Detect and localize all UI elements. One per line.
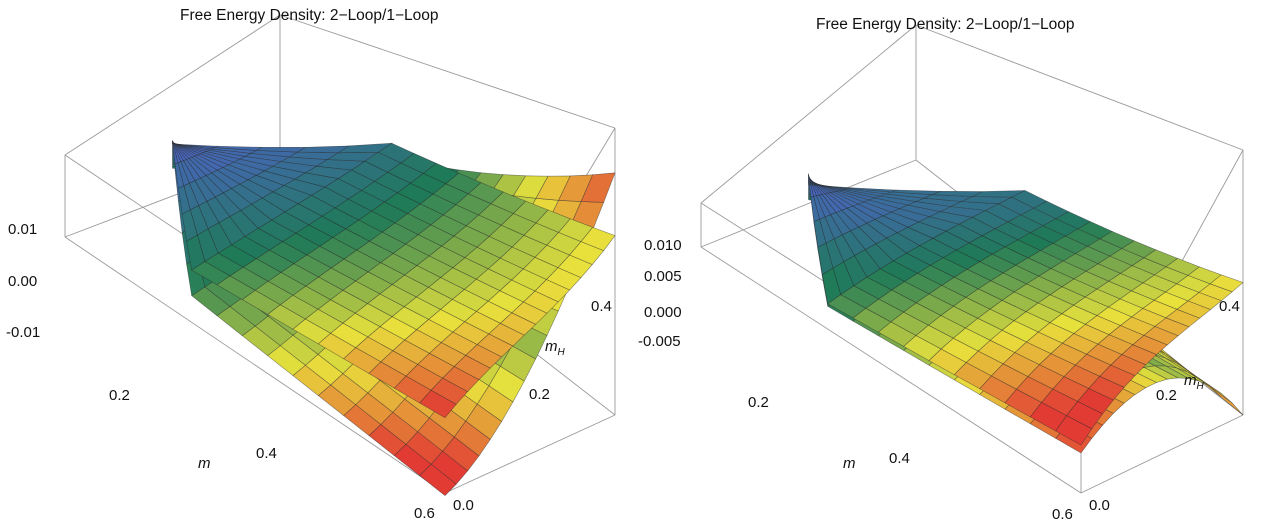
box-edge: [279, 14, 616, 129]
box-edge: [700, 246, 1082, 494]
y-axis-label-left: mH: [545, 338, 565, 358]
surface-patch: [580, 226, 616, 251]
surface-patch: [580, 172, 616, 203]
surface-plot-left: [64, 14, 616, 497]
x-axis-label-left: m: [198, 455, 211, 472]
chart-title-left: Free Energy Density: 2−Loop/1−Loop: [180, 7, 439, 24]
box-edge: [700, 24, 917, 204]
y-tick-right-1: 0.2: [1156, 387, 1177, 404]
x-tick-left-0: 0.2: [109, 387, 130, 404]
x-axis-label-right: m: [843, 455, 856, 472]
chart-right: Free Energy Density: 2−Loop/1−Loop 0.010…: [636, 0, 1272, 525]
surface-upper: [172, 140, 616, 419]
z-tick-right-1: 0.005: [644, 268, 682, 285]
chart-title-right: Free Energy Density: 2−Loop/1−Loop: [816, 16, 1075, 33]
surface-plot-right: [700, 24, 1244, 494]
x-tick-right-2: 0.6: [1052, 506, 1073, 523]
box-edge: [444, 414, 616, 494]
y-tick-left-0: 0.0: [453, 497, 474, 514]
z-tick-left-2: -0.01: [6, 324, 41, 341]
x-tick-right-1: 0.4: [889, 450, 910, 467]
z-tick-left-0: 0.01: [8, 221, 38, 238]
box-edge: [64, 236, 446, 494]
y-tick-right-2: 0.4: [1219, 298, 1240, 315]
y-tick-left-2: 0.4: [591, 298, 612, 315]
box-edge: [64, 14, 281, 156]
z-tick-right-2: 0.000: [644, 304, 682, 321]
surface-upper: [808, 173, 1244, 446]
y-axis-label-right: mH: [1184, 372, 1204, 392]
box-edge: [1080, 414, 1244, 494]
chart-left: Free Energy Density: 2−Loop/1−Loop 0.01 …: [6, 7, 616, 522]
box-edge: [700, 159, 917, 248]
x-tick-left-2: 0.6: [414, 505, 435, 522]
x-tick-right-0: 0.2: [748, 394, 769, 411]
x-tick-left-1: 0.4: [256, 445, 277, 462]
y-tick-left-1: 0.2: [529, 386, 550, 403]
surface-patch: [1209, 274, 1244, 293]
box-edge: [915, 24, 1244, 151]
z-tick-right-0: 0.010: [644, 237, 682, 254]
z-tick-left-1: 0.00: [8, 273, 38, 290]
surface-patch: [1209, 386, 1244, 416]
y-tick-right-0: 0.0: [1089, 497, 1110, 514]
z-tick-right-3: -0.005: [638, 333, 681, 350]
